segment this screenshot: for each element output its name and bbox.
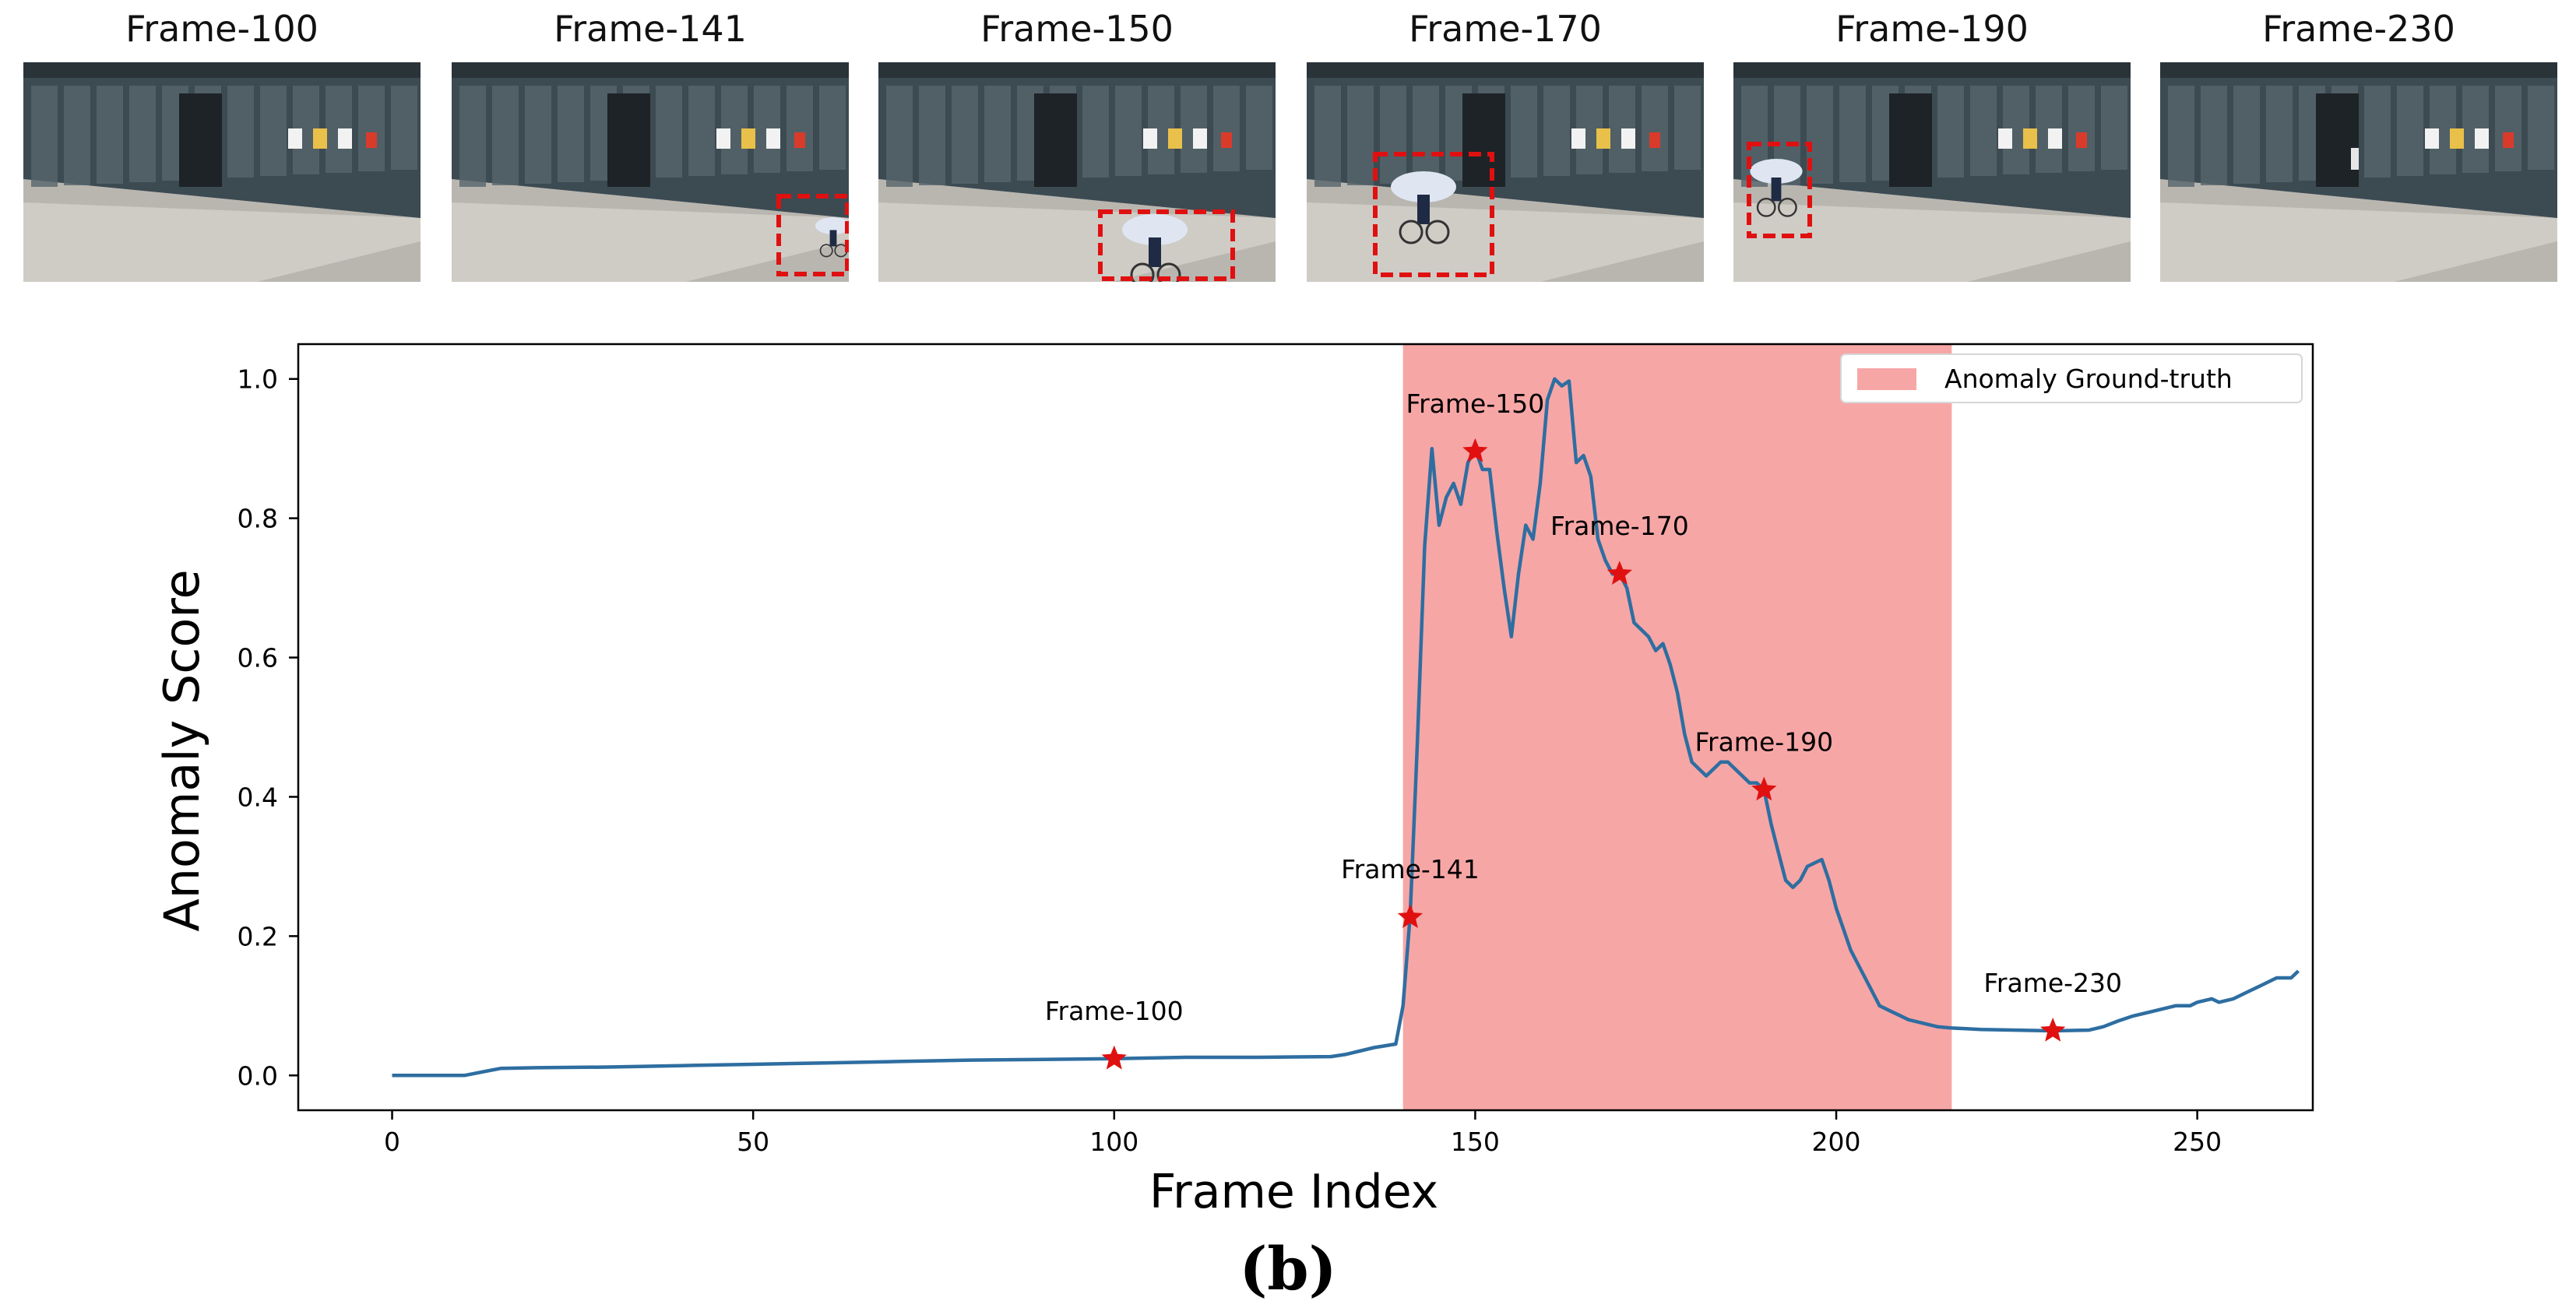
frame-panel-100: Frame-100 <box>23 0 421 288</box>
legend-swatch <box>1857 368 1916 390</box>
cyclist-with-umbrella <box>815 217 849 258</box>
frame-thumbnail <box>452 62 849 282</box>
frame-marker-star <box>1462 438 1488 462</box>
panel-label: (b) <box>1239 1234 1337 1303</box>
frame-annotation-label: Frame-141 <box>1341 854 1480 884</box>
x-tick-label: 50 <box>737 1127 769 1157</box>
detection-box <box>1373 152 1494 277</box>
pedestrian <box>2351 148 2359 170</box>
street-scene-image <box>1733 62 2131 282</box>
frame-strip: Frame-100 Frame-141 Frame-150 Frame-170 … <box>0 0 2576 296</box>
cyclist-with-umbrella <box>1391 171 1456 244</box>
x-tick-label: 200 <box>1812 1127 1861 1157</box>
anomaly-chart: 0 50 100 150 200 250 0.0 0.2 0.4 0.6 0.8 1.0 Frame I… <box>0 296 2576 1230</box>
cyclist-with-umbrella <box>1122 214 1188 282</box>
legend: Anomaly Ground-truth <box>1840 353 2303 403</box>
frame-panel-190: Frame-190 <box>1733 0 2131 288</box>
frame-annotation-label: Frame-190 <box>1694 727 1833 758</box>
frame-thumbnail <box>23 62 421 282</box>
frame-thumbnail <box>2160 62 2557 282</box>
street-scene-image <box>878 62 1276 282</box>
street-scene-image <box>452 62 849 282</box>
frame-title: Frame-190 <box>1835 8 2029 50</box>
x-tick-label: 0 <box>384 1127 400 1157</box>
frame-marker-star <box>1101 1045 1127 1070</box>
frame-annotation-label: Frame-100 <box>1045 996 1184 1026</box>
legend-label: Anomaly Ground-truth <box>1944 364 2233 394</box>
street-scene-image <box>2160 62 2557 282</box>
detection-box <box>1098 209 1235 281</box>
frame-panel-230: Frame-230 <box>2160 0 2557 288</box>
x-tick-label: 250 <box>2173 1127 2222 1157</box>
x-tick-label: 100 <box>1089 1127 1138 1157</box>
x-tick-label: 150 <box>1451 1127 1500 1157</box>
frame-title: Frame-100 <box>125 8 318 50</box>
frame-annotation-label: Frame-230 <box>1983 968 2122 998</box>
ground-truth-region <box>1402 344 1952 1110</box>
frame-marker-star <box>1397 904 1423 928</box>
anomaly-score-line <box>392 377 2300 1078</box>
frame-panel-170: Frame-170 <box>1307 0 1704 288</box>
frame-marker-star <box>1751 776 1777 801</box>
y-tick-label: 0.0 <box>238 1060 278 1091</box>
frame-title: Frame-150 <box>980 8 1174 50</box>
frame-marker-star <box>2040 1018 2066 1042</box>
frame-panel-150: Frame-150 <box>878 0 1276 288</box>
detection-box <box>1747 142 1812 238</box>
y-axis-label: Anomaly Score <box>153 569 210 931</box>
street-scene-image <box>1307 62 1704 282</box>
y-tick-label: 0.6 <box>238 643 278 673</box>
street-scene-image <box>23 62 421 282</box>
y-tick-label: 1.0 <box>238 364 278 395</box>
frame-thumbnail <box>1733 62 2131 282</box>
x-axis-label: Frame Index <box>1149 1165 1438 1219</box>
cyclist-with-umbrella <box>1750 159 1803 217</box>
chart-canvas: 0 50 100 150 200 250 0.0 0.2 0.4 0.6 0.8 1.0 Frame I… <box>153 343 2314 1219</box>
frame-title: Frame-141 <box>554 8 747 50</box>
frame-title: Frame-170 <box>1409 8 1602 50</box>
y-tick-label: 0.4 <box>238 782 278 812</box>
y-tick-label: 0.8 <box>238 504 278 534</box>
frame-marker-star <box>1606 561 1632 585</box>
frame-annotation-label: Frame-170 <box>1550 511 1689 541</box>
frame-title: Frame-230 <box>2262 8 2455 50</box>
plot-frame <box>297 343 2314 1112</box>
frame-annotation-label: Frame-150 <box>1406 389 1545 419</box>
y-tick-label: 0.2 <box>238 921 278 951</box>
frame-thumbnail <box>1307 62 1704 282</box>
frame-thumbnail <box>878 62 1276 282</box>
detection-box <box>776 194 849 276</box>
frame-panel-141: Frame-141 <box>452 0 849 288</box>
